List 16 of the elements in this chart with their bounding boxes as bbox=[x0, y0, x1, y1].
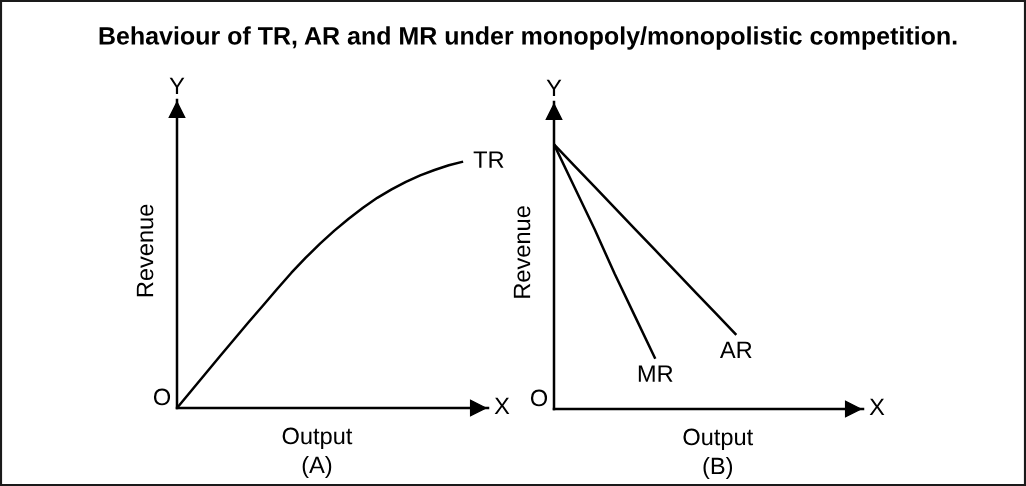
text: (B) bbox=[703, 456, 733, 479]
x-axis-title: Output bbox=[683, 428, 754, 450]
series-label: TR bbox=[473, 151, 504, 168]
text: X bbox=[869, 398, 885, 416]
text: (A) bbox=[302, 455, 332, 478]
y-axis-title: Revenue bbox=[513, 206, 531, 298]
text: X bbox=[494, 397, 510, 415]
text: O bbox=[153, 388, 171, 406]
x-axis-title: Output bbox=[282, 427, 353, 449]
series-label: AR bbox=[719, 341, 752, 359]
series-label: MR bbox=[638, 365, 673, 382]
text: Y bbox=[546, 79, 562, 97]
chart-title: Behaviour of TR, AR and MR under monopoly/monopolistic competition. bbox=[99, 26, 957, 50]
text: Y bbox=[169, 77, 185, 95]
annotation: O bbox=[530, 389, 548, 407]
y-axis-title: Revenue bbox=[136, 204, 154, 297]
